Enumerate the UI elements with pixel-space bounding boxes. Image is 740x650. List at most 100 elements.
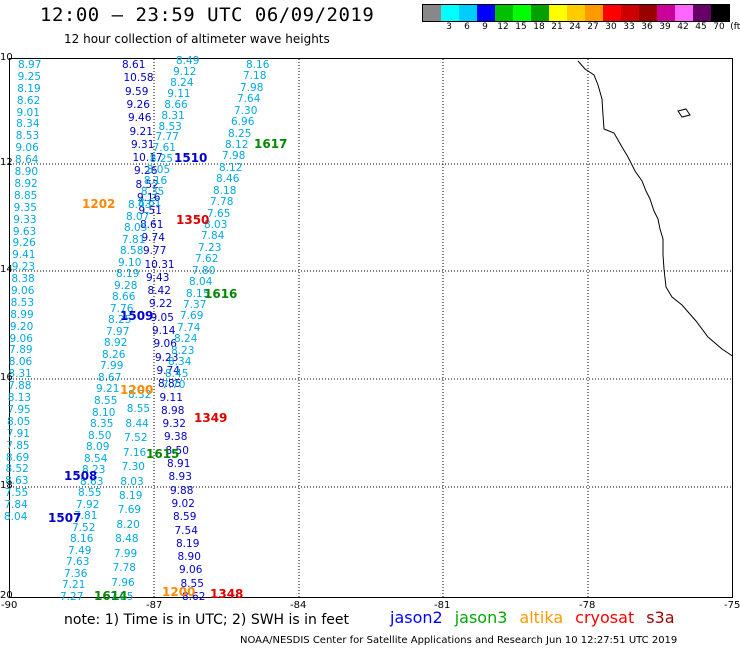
wave-height-value: 8.16 [143,175,168,188]
wave-height-value: 8.50 [165,444,189,457]
wave-height-value: 8.63 [80,475,104,488]
wave-height-value: 8.55 [180,577,204,590]
wave-height-value: 7.84 [201,230,225,243]
wave-height-value: 8.19 [119,490,143,502]
wave-height-value: 8.64 [15,154,39,167]
wave-height-value: 8.93 [168,471,192,484]
legend-swatch [459,5,477,21]
wave-height-value: 8.03 [204,219,228,231]
wave-height-value: 8.19 [17,82,41,95]
wave-height-value: 8.12 [225,139,249,151]
wave-height-value: 7.52 [124,432,148,445]
wave-height-value: 7.27 [60,591,84,603]
wave-height-value: 8.19 [176,537,200,550]
legend-label: 33 [623,22,635,32]
wave-height-value: 8.23 [171,344,195,357]
satellite-legend-item: cryosat [575,608,635,627]
wave-height-value: 8.53 [158,120,182,133]
legend-label: 12 [497,22,509,32]
wave-height-value: 7.92 [76,498,100,511]
pass-time-label: 1350 [176,213,210,227]
coastline-path [577,60,732,357]
latitude-label: 20 [0,590,13,601]
pass-time-label: 1349 [194,411,228,425]
legend-swatch [657,5,675,21]
wave-height-value: 8.61 [140,218,164,231]
wave-height-value: 9.10 [118,256,142,269]
legend-label: 3 [446,22,452,32]
wave-height-value: 8.59 [173,511,197,524]
wave-height-value: 7.81 [122,233,146,246]
map-title: 12:00 – 23:59 UTC 06/09/2019 [40,4,375,26]
wave-height-value: 8.53 [10,296,35,309]
wave-height-value: 9.16 [137,192,161,204]
wave-height-value: 8.24 [170,76,194,89]
wave-height-value: 7.99 [100,360,124,373]
wave-height-value: 8.63 [5,475,29,488]
wave-height-value: 8.48 [115,533,139,546]
wave-height-value: 9.06 [153,338,177,351]
legend-swatch [675,5,693,21]
wave-height-value: 9.26 [126,98,150,111]
wave-height-value: 9.06 [9,332,33,345]
wave-height-value: 7.16 [122,446,147,459]
wave-height-value: 8.61 [138,197,162,209]
wave-height-value: 8.97 [18,59,42,71]
legend-swatch [495,5,513,21]
wave-height-value: 8.42 [147,285,171,298]
wave-height-value: 8.52 [135,178,159,191]
wave-height-value: 8.35 [90,418,114,431]
wave-height-value: 7.69 [180,310,204,323]
wave-height-value: 8.16 [70,533,94,546]
wave-height-value: 7.52 [72,521,96,534]
wave-height-value: 9.05 [150,311,174,324]
wave-height-value: 8.92 [104,337,128,350]
wave-height-value: 8.50 [88,429,112,442]
wave-height-value: 8.61 [122,59,146,71]
island-path [677,108,691,118]
wave-height-value: 8.06 [8,356,33,369]
legend-label: 70 [713,22,725,32]
wave-height-value: 8.05 [6,415,31,428]
wave-height-value: 7.98 [240,81,264,94]
wave-height-value: 8.66 [112,291,136,304]
wave-height-value: 9.06 [15,142,39,155]
wave-height-value: 9.74 [156,364,180,377]
wave-height-value: 8.15 [186,287,210,300]
longitude-label: -84 [290,600,307,611]
pass-time-label: 1348 [210,587,244,601]
wave-height-value: 8.55 [126,403,151,416]
legend-label: 6 [464,22,470,32]
pass-time-label: 1510 [174,151,208,165]
legend-label: 24 [569,22,581,32]
pass-time-label: 1509 [120,309,154,323]
wave-height-value: 9.41 [12,249,36,262]
legend-swatch [423,5,441,21]
wave-height-value: 7.62 [195,253,219,266]
legend-label: (ft) [730,22,740,32]
wave-height-value: 7.85 [6,439,30,452]
legend-label: 39 [659,22,671,32]
wave-height-value: 7.21 [62,579,86,592]
wave-height-value: 9.32 [162,418,186,431]
legend-label: 9 [482,22,488,32]
legend-swatch [477,5,495,21]
wave-height-value: 8.85 [158,378,182,391]
legend-swatch [441,5,459,21]
wave-height-value: 9.77 [143,245,167,258]
wave-height-value: 9.23 [155,351,179,364]
wave-height-value: 8.05 [146,164,171,177]
wave-height-value: 9.14 [152,325,176,337]
pass-time-label: 1508 [64,469,98,483]
longitude-label: -87 [146,600,163,611]
wave-height-value: 9.22 [149,298,173,311]
satellite-legend-item: altika [519,608,564,627]
wave-height-value: 8.53 [15,130,40,143]
latitude-label: 14 [0,264,13,275]
wave-height-value: 8.10 [92,406,116,419]
wave-height-value: 8.18 [213,184,237,197]
wave-height-value: 7.49 [68,544,92,557]
credit-line: NOAA/NESDIS Center for Satellite Applica… [240,635,678,646]
wave-height-value: 7.89 [9,344,33,357]
